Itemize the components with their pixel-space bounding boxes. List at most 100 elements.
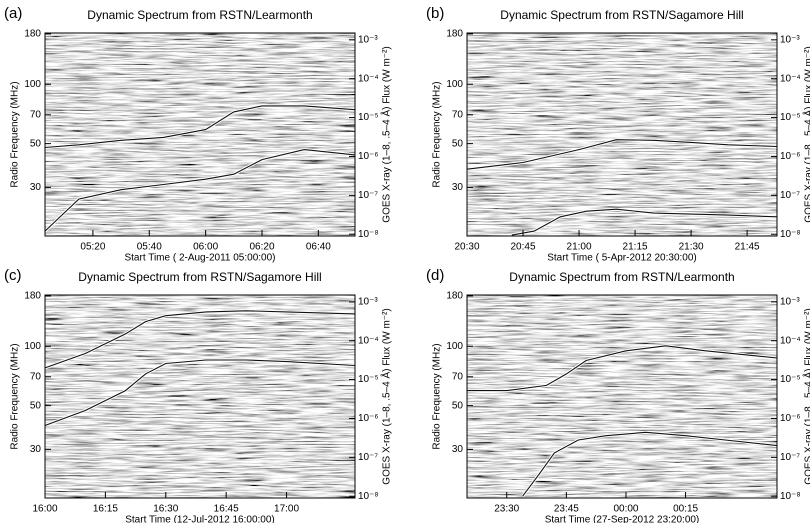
x-axis-label: Start Time ( 5-Apr-2012 20:30:00) bbox=[547, 253, 697, 264]
y-tick-label: 50 bbox=[30, 138, 42, 149]
y2-tick-label: 10⁻⁷ bbox=[780, 190, 800, 201]
y2-tick-label: 10⁻⁶ bbox=[780, 413, 801, 424]
x-tick-label: 23:45 bbox=[554, 504, 579, 515]
y-axis-label: Radio Frequency (MHz) bbox=[10, 343, 21, 449]
goes-curve bbox=[467, 345, 778, 392]
spectrogram bbox=[467, 295, 777, 498]
chart-title: Dynamic Spectrum from RSTN/Sagamore Hill bbox=[500, 8, 743, 22]
y-tick-label: 50 bbox=[452, 138, 464, 149]
x-tick-label: 06:20 bbox=[249, 242, 274, 253]
spectrogram bbox=[45, 33, 355, 236]
y-tick-label: 180 bbox=[446, 29, 463, 40]
y-tick-label: 30 bbox=[452, 444, 464, 455]
y-axis-label: Radio Frequency (MHz) bbox=[10, 81, 21, 187]
x-tick-label: 00:00 bbox=[613, 504, 638, 515]
y2-tick-label: 10⁻⁷ bbox=[358, 452, 378, 463]
y-axis-label: Radio Frequency (MHz) bbox=[432, 343, 443, 449]
y2-tick-label: 10⁻⁵ bbox=[780, 374, 801, 385]
y-tick-label: 100 bbox=[446, 79, 463, 90]
y2-tick-label: 10⁻³ bbox=[358, 34, 378, 45]
x-tick-label: 16:00 bbox=[32, 504, 57, 515]
goes-curve bbox=[466, 139, 778, 170]
goes-curve bbox=[522, 431, 778, 497]
goes-curve bbox=[44, 359, 356, 427]
y2-axis-label: GOES X-ray (1–8, .5–4 Å) Flux (W m⁻²) bbox=[380, 46, 393, 222]
y2-tick-label: 10⁻⁵ bbox=[358, 374, 379, 385]
y-tick-label: 50 bbox=[30, 400, 42, 411]
chart-title: Dynamic Spectrum from RSTN/Learmonth bbox=[87, 8, 312, 22]
y2-tick-label: 10⁻⁴ bbox=[358, 335, 379, 346]
plot-frame bbox=[44, 32, 356, 237]
y2-tick-label: 10⁻³ bbox=[780, 296, 800, 307]
y-tick-label: 70 bbox=[452, 371, 464, 382]
y-tick-label: 100 bbox=[446, 341, 463, 352]
x-tick-label: 16:45 bbox=[214, 504, 239, 515]
y2-tick-label: 10⁻⁸ bbox=[358, 491, 379, 502]
y2-tick-label: 10⁻⁴ bbox=[780, 335, 801, 346]
y-tick-label: 50 bbox=[452, 400, 464, 411]
y2-axis-label: GOES X-ray (1–8, .5–4 Å) Flux (W m⁻²) bbox=[380, 308, 393, 484]
x-tick-label: 21:45 bbox=[735, 242, 760, 253]
x-tick-label: 21:00 bbox=[567, 242, 592, 253]
x-tick-label: 00:15 bbox=[673, 504, 698, 515]
y2-tick-label: 10⁻⁶ bbox=[358, 151, 379, 162]
y2-tick-label: 10⁻⁸ bbox=[358, 229, 379, 240]
y-tick-label: 30 bbox=[30, 182, 42, 193]
x-axis-label: Start Time ( 2-Aug-2011 05:00:00) bbox=[124, 253, 275, 264]
x-axis-label: Start Time (12-Jul-2012 16:00:00) bbox=[125, 515, 275, 523]
panel-label: (c) bbox=[4, 267, 22, 284]
y2-tick-label: 10⁻⁵ bbox=[358, 112, 379, 123]
x-tick-label: 17:00 bbox=[274, 504, 299, 515]
goes-curve bbox=[44, 149, 356, 232]
panel-label: (a) bbox=[4, 5, 22, 22]
x-tick-label: 21:15 bbox=[623, 242, 648, 253]
plot-frame bbox=[466, 294, 778, 499]
y2-tick-label: 10⁻³ bbox=[780, 34, 800, 45]
x-tick-label: 23:30 bbox=[494, 504, 519, 515]
x-tick-label: 05:40 bbox=[137, 242, 162, 253]
plot-frame bbox=[466, 32, 778, 237]
y2-tick-label: 10⁻³ bbox=[358, 296, 378, 307]
chart-title: Dynamic Spectrum from RSTN/Learmonth bbox=[509, 270, 734, 284]
x-tick-label: 16:30 bbox=[153, 504, 178, 515]
spectrogram bbox=[45, 295, 355, 498]
y-axis-label: Radio Frequency (MHz) bbox=[432, 81, 443, 187]
y2-tick-label: 10⁻⁶ bbox=[780, 151, 801, 162]
y-tick-label: 70 bbox=[30, 371, 42, 382]
y-tick-label: 70 bbox=[452, 109, 464, 120]
goes-curve bbox=[44, 310, 356, 369]
x-tick-label: 06:00 bbox=[193, 242, 218, 253]
x-tick-label: 06:40 bbox=[306, 242, 331, 253]
y-tick-label: 30 bbox=[30, 444, 42, 455]
y-tick-label: 180 bbox=[24, 29, 41, 40]
y-tick-label: 30 bbox=[452, 182, 464, 193]
chart-title: Dynamic Spectrum from RSTN/Sagamore Hill bbox=[78, 270, 321, 284]
y-tick-label: 180 bbox=[24, 291, 41, 302]
goes-curve bbox=[44, 105, 356, 149]
x-tick-label: 21:30 bbox=[679, 242, 704, 253]
spectrogram bbox=[467, 33, 777, 236]
panel-label: (d) bbox=[426, 267, 444, 284]
goes-curve bbox=[511, 208, 778, 236]
y2-tick-label: 10⁻⁸ bbox=[780, 229, 801, 240]
x-tick-label: 20:30 bbox=[454, 242, 479, 253]
y2-tick-label: 10⁻⁷ bbox=[780, 452, 800, 463]
x-axis-label: Start Time (27-Sep-2012 23:20:00) bbox=[545, 515, 700, 523]
x-tick-label: 16:15 bbox=[93, 504, 118, 515]
y2-tick-label: 10⁻⁴ bbox=[358, 73, 379, 84]
y-tick-label: 100 bbox=[24, 79, 41, 90]
y2-tick-label: 10⁻⁸ bbox=[780, 491, 801, 502]
x-tick-label: 05:20 bbox=[80, 242, 105, 253]
y2-tick-label: 10⁻⁴ bbox=[780, 73, 801, 84]
panel-label: (b) bbox=[426, 5, 444, 22]
y2-axis-label: GOES X-ray (1–8, .5–4 Å) Flux (W m⁻²) bbox=[802, 308, 810, 484]
y-tick-label: 180 bbox=[446, 291, 463, 302]
x-tick-label: 20:45 bbox=[511, 242, 536, 253]
y-tick-label: 70 bbox=[30, 109, 42, 120]
y2-axis-label: GOES X-ray (1–8, .5–4 Å) Flux (W m⁻²) bbox=[802, 46, 810, 222]
y2-tick-label: 10⁻⁶ bbox=[358, 413, 379, 424]
y2-tick-label: 10⁻⁷ bbox=[358, 190, 378, 201]
plot-frame bbox=[44, 294, 356, 499]
y-tick-label: 100 bbox=[24, 341, 41, 352]
